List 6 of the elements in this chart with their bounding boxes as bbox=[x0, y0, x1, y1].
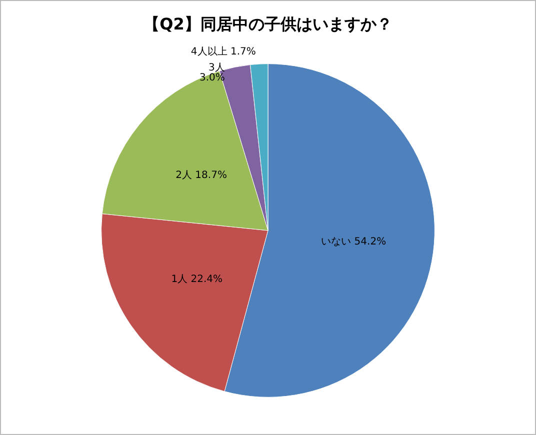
slice-label: 3人 bbox=[208, 62, 225, 74]
slice-label: いない 54.2% bbox=[321, 236, 386, 248]
slice-label: 2人 18.7% bbox=[176, 170, 227, 182]
chart-title: 【Q2】同居中の子供はいますか？ bbox=[144, 14, 392, 34]
slice-label: 4人以上 1.7% bbox=[190, 46, 256, 58]
slice-label: 1人 22.4% bbox=[171, 274, 223, 285]
